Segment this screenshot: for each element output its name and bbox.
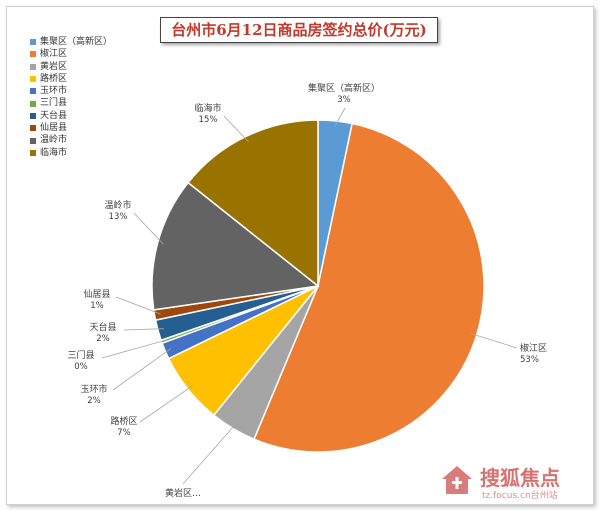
watermark-url: tz.focus.cn台州站 [482,491,558,501]
legend-label: 天台县 [40,110,68,121]
slice-percent-10: 15% [199,115,218,125]
chart-title: 台州市6月12日商品房签约总价(万元) [171,21,427,39]
legend-label: 临海市 [40,147,68,158]
slice-label-1: 集聚区（高新区） [308,82,380,94]
slice-percent-5: 2% [87,396,101,406]
legend-label: 温岭市 [40,135,68,146]
legend-swatch [30,137,36,144]
slice-percent-1: 3% [337,95,351,105]
legend-label: 玉环市 [40,86,68,97]
legend-swatch [30,125,36,132]
leader-line-7 [123,328,164,331]
slice-label-5: 玉环市 [80,383,107,395]
legend-label: 椒江区 [40,49,68,60]
legend-item-10: 临海市 [30,147,112,159]
legend-swatch [30,39,36,46]
slice-percent-2: 53% [520,355,539,365]
slice-label-6: 三门县 [67,349,94,361]
leader-line-8 [115,296,161,315]
legend-item-1: 集聚区（高新区） [30,36,112,48]
watermark-brand: 搜狐焦点 [480,466,560,490]
legend-swatch [30,51,36,58]
leader-line-1 [334,107,346,128]
leader-line-9 [133,212,164,245]
leader-line-2 [470,333,518,349]
legend-item-8: 仙居县 [30,122,112,134]
legend-label: 仙居县 [40,123,68,134]
leader-line-5 [112,348,172,391]
slice-label-9: 温岭市 [104,199,131,211]
legend-item-2: 椒江区 [30,48,112,60]
legend-item-7: 天台县 [30,110,112,122]
slice-label-4: 路桥区 [110,415,137,427]
pie-slice-9 [151,181,320,311]
legend-swatch [30,88,36,95]
house-logo-icon [442,466,472,494]
slice-percent-8: 1% [90,301,104,311]
legend-swatch [30,100,36,107]
legend-label: 黄岩区 [40,61,68,72]
leader-line-3 [182,423,237,485]
legend-label: 三门县 [40,98,68,109]
leader-line-10 [223,115,249,143]
legend: 集聚区（高新区） 椒江区 黄岩区 路桥区玉环市 三门县 天台县仙居县 温岭市 临海市 [30,36,112,159]
legend-label: 集聚区（高新区） [40,37,113,47]
slice-percent-7: 2% [96,334,110,344]
chart-title-box: 台州市6月12日商品房签约总价(万元) [160,17,438,43]
leader-line-4 [139,385,194,423]
slice-percent-6: 0% [74,362,88,372]
legend-item-3: 黄岩区 [30,61,112,73]
legend-swatch [30,76,36,83]
slice-label-3: 黄岩区… [165,487,201,499]
legend-label: 路桥区 [40,73,68,84]
legend-item-4: 路桥区 [30,73,112,85]
slice-label-10: 临海市 [194,102,221,114]
leader-line-6 [101,339,168,359]
legend-item-9: 温岭市 [30,134,112,146]
legend-swatch [30,63,36,70]
pie-slice-10 [187,119,319,288]
slice-percent-9: 13% [109,212,128,222]
slice-label-8: 仙居县 [83,288,110,300]
legend-item-6: 三门县 [30,97,112,109]
legend-swatch [30,149,36,156]
legend-item-5: 玉环市 [30,85,112,97]
slice-label-2: 椒江区 [520,342,547,354]
slice-label-7: 天台县 [89,321,116,333]
slice-percent-4: 7% [117,428,131,438]
watermark: 搜狐焦点 tz.focus.cn台州站 [438,460,588,502]
legend-swatch [30,112,36,119]
